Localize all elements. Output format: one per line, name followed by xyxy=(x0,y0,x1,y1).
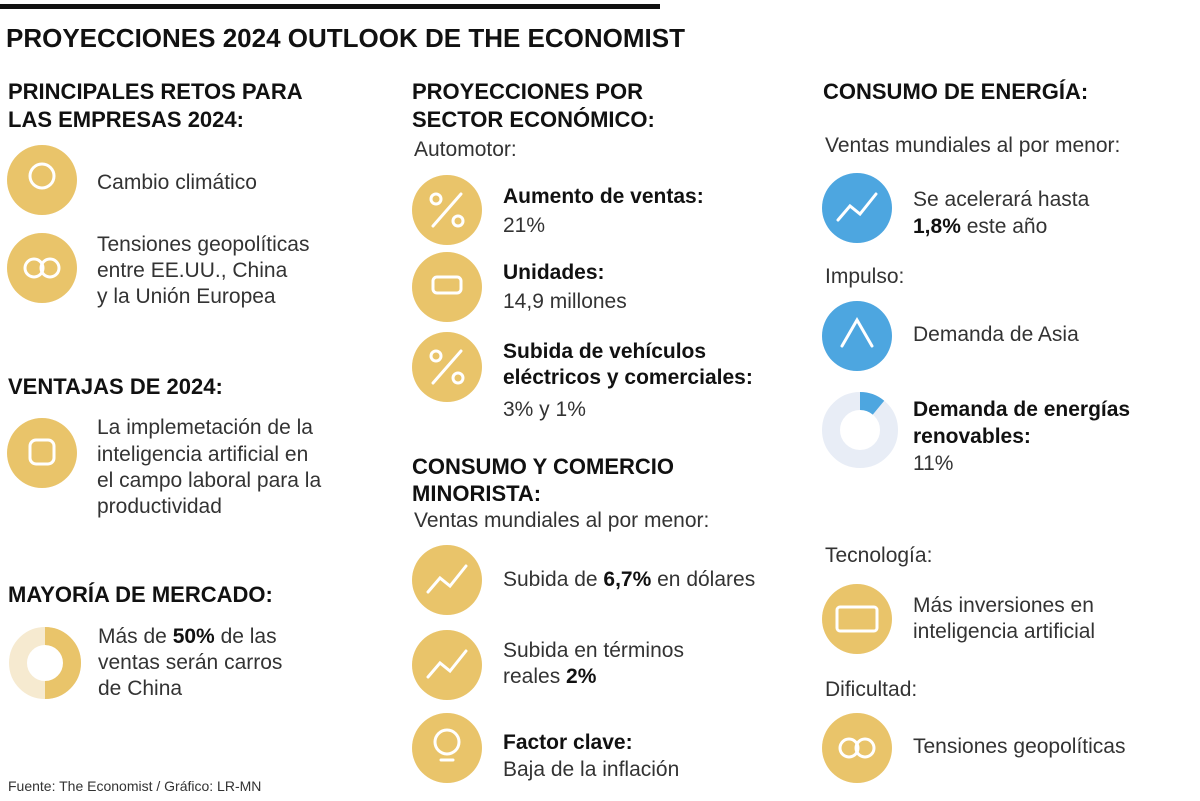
icons xyxy=(7,145,892,783)
value-label: 2% xyxy=(566,665,597,688)
source: Fuente: The Economist / Gráfico: LR-MN xyxy=(8,778,262,794)
heading: SECTOR ECONÓMICO: xyxy=(412,107,655,132)
subheading: Impulso: xyxy=(825,265,905,288)
text: inteligencia artificial en xyxy=(97,443,309,466)
label: Aumento de ventas: xyxy=(503,185,704,208)
text: Se acelerará hasta xyxy=(913,188,1090,211)
subheading: Automotor: xyxy=(414,138,517,161)
heading: MINORISTA: xyxy=(412,481,542,506)
text: Subida de 6,7% en dólares xyxy=(503,566,755,594)
value: 3% y 1% xyxy=(503,398,586,421)
heading: VENTAJAS DE 2024: xyxy=(8,374,223,399)
text: reales 2% xyxy=(503,663,596,691)
blue-icons xyxy=(822,173,892,371)
donut-segment xyxy=(44,627,81,699)
subheading: Dificultad: xyxy=(825,678,918,701)
text: Tensiones geopolíticas xyxy=(913,735,1126,758)
heading: CONSUMO Y COMERCIO xyxy=(412,454,674,479)
text: Subida en términos xyxy=(503,639,684,662)
text: Subida de xyxy=(503,568,604,591)
text: de China xyxy=(98,677,183,700)
text: Cambio climático xyxy=(97,171,257,194)
title: PROYECCIONES 2024 OUTLOOK DE THE ECONOMI… xyxy=(6,23,685,53)
label: Factor clave: xyxy=(503,731,633,754)
heading: PRINCIPALES RETOS PARA xyxy=(8,79,303,104)
text: inteligencia artificial xyxy=(913,620,1096,643)
text: ventas serán carros xyxy=(98,651,283,674)
label: eléctricos y comerciales: xyxy=(503,366,753,389)
text: La implemetación de la xyxy=(97,416,313,439)
label: Subida de vehículos xyxy=(503,340,707,363)
heading: CONSUMO DE ENERGÍA: xyxy=(823,79,1089,104)
value: 14,9 millones xyxy=(503,290,627,313)
value-label: 1,8% xyxy=(913,215,961,238)
text: y la Unión Europea xyxy=(97,285,276,308)
value: Baja de la inflación xyxy=(503,758,680,781)
text: el campo laboral para la xyxy=(97,469,322,492)
heading: LAS EMPRESAS 2024: xyxy=(8,107,244,132)
text: de las xyxy=(214,625,277,648)
value-label: 50% xyxy=(172,625,215,648)
text: en dólares xyxy=(651,568,756,591)
text: Demanda de Asia xyxy=(913,323,1079,346)
glyphs xyxy=(23,162,879,762)
subheading: Ventas mundiales al por menor: xyxy=(414,509,710,532)
text: Más de 50% de las xyxy=(98,623,277,651)
heading: MAYORÍA DE MERCADO: xyxy=(8,582,273,607)
text: productividad xyxy=(97,495,222,518)
text: Tensiones geopolíticas xyxy=(97,233,310,256)
top-rule xyxy=(0,4,660,9)
value-label: 11% xyxy=(913,452,954,475)
subheading: Ventas mundiales al por menor: xyxy=(825,134,1121,157)
text: Más de xyxy=(98,625,173,648)
subheading: Tecnología: xyxy=(825,544,933,567)
donut-segment xyxy=(859,392,885,415)
label: Unidades: xyxy=(503,261,605,284)
text: 1,8% este año xyxy=(913,213,1047,241)
text: reales xyxy=(503,665,567,688)
value: 21% xyxy=(503,214,546,237)
label: renovables: xyxy=(913,425,1031,448)
value-label: 6,7% xyxy=(603,568,652,591)
text: Más inversiones en xyxy=(913,594,1094,617)
text: entre EE.UU., China xyxy=(97,259,288,282)
label: Demanda de energías xyxy=(913,398,1131,421)
heading: PROYECCIONES POR xyxy=(412,79,644,104)
text: este año xyxy=(960,215,1048,238)
